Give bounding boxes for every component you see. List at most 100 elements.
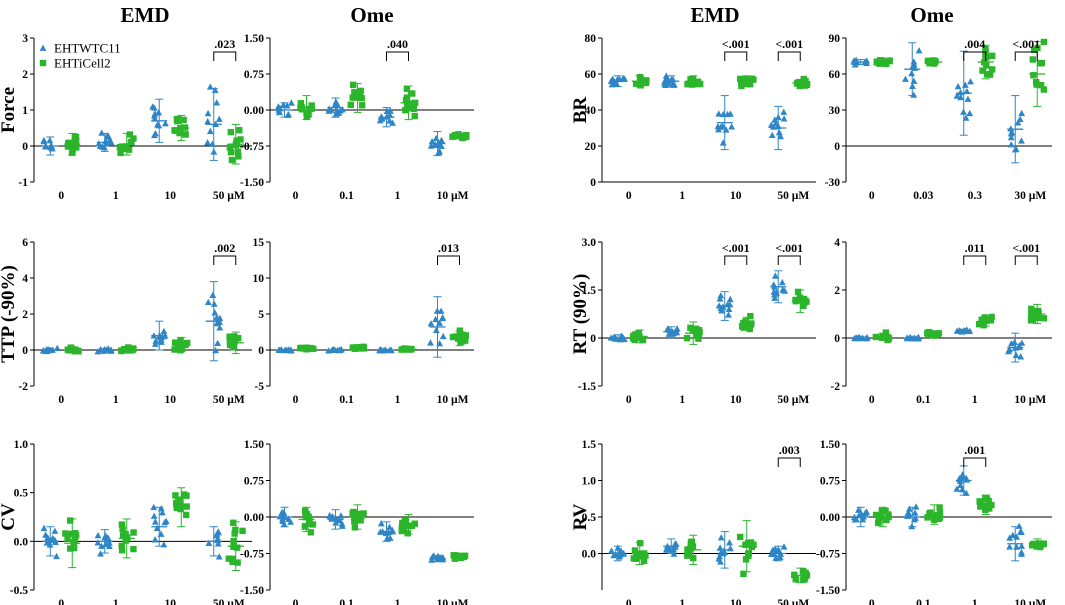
data-point-triangle — [771, 294, 779, 301]
data-point-triangle — [389, 119, 396, 126]
legend-label: EHTWTC11 — [54, 41, 121, 56]
data-point-triangle — [215, 115, 223, 122]
data-point-square — [306, 520, 313, 527]
data-point-triangle — [216, 314, 224, 321]
data-point-triangle — [910, 77, 918, 84]
data-point-square — [1036, 60, 1044, 67]
data-point-square — [975, 320, 983, 328]
data-point-triangle — [908, 69, 916, 77]
data-point-square — [463, 131, 470, 139]
data-point-triangle — [383, 534, 391, 541]
y-tick-label: 90 — [829, 33, 841, 45]
data-point-square — [924, 329, 931, 337]
data-point-square — [66, 517, 74, 524]
y-tick-label: 2 — [834, 285, 840, 297]
data-point-square — [457, 554, 465, 562]
data-point-triangle — [1015, 342, 1023, 349]
y-tick-label: 1.0 — [14, 439, 29, 451]
y-tick-label: 0 — [834, 141, 840, 153]
y-axis-label: TTP (-90%) — [0, 265, 19, 363]
data-point-square — [882, 329, 890, 336]
data-point-square — [350, 81, 357, 89]
y-tick-label: -1.5 — [578, 381, 596, 393]
data-point-square — [307, 529, 315, 536]
y-tick-label: 1.50 — [244, 439, 264, 451]
data-point-square — [935, 515, 943, 523]
data-point-triangle — [338, 522, 346, 529]
data-point-triangle — [53, 552, 60, 560]
data-point-square — [803, 81, 810, 89]
data-point-triangle — [274, 104, 282, 111]
data-point-square — [173, 116, 181, 123]
y-tick-label: -2 — [18, 381, 28, 393]
y-tick-label: -1 — [18, 177, 28, 189]
data-point-square — [402, 96, 410, 104]
data-point-triangle — [377, 520, 385, 527]
data-point-square — [877, 57, 884, 64]
x-category-label: 1 — [113, 394, 119, 406]
p-value-label: .003 — [779, 443, 800, 457]
data-point-square — [227, 128, 234, 136]
y-tick-label: 10 — [253, 273, 265, 285]
heading-right-emd: EMD — [691, 3, 740, 27]
data-point-square — [298, 106, 305, 113]
data-point-triangle — [716, 553, 723, 560]
data-point-triangle — [439, 332, 447, 340]
data-point-square — [983, 54, 990, 61]
data-point-triangle — [779, 286, 787, 293]
data-point-triangle — [152, 337, 160, 344]
data-point-square — [177, 337, 184, 344]
data-point-triangle — [778, 279, 786, 286]
y-tick-label: 5 — [258, 309, 264, 321]
data-point-triangle — [280, 509, 288, 516]
x-category-label: 0 — [869, 394, 875, 406]
data-point-square — [184, 339, 191, 347]
x-category-label: 1 — [972, 598, 978, 605]
data-point-triangle — [851, 61, 859, 68]
data-point-triangle — [780, 108, 788, 115]
data-point-triangle — [51, 527, 59, 534]
data-point-square — [118, 542, 125, 550]
data-point-triangle — [49, 534, 57, 542]
data-point-triangle — [287, 518, 294, 525]
data-point-triangle — [1018, 109, 1026, 117]
data-point-triangle — [717, 304, 725, 312]
data-point-square — [977, 503, 984, 510]
data-point-triangle — [780, 543, 788, 550]
data-point-square — [349, 510, 356, 517]
data-point-triangle — [155, 109, 163, 116]
data-point-square — [125, 146, 133, 153]
y-tick-label: 0 — [258, 345, 264, 357]
data-point-square — [688, 81, 696, 88]
data-point-triangle — [327, 106, 335, 113]
y-tick-label: -0.75 — [816, 549, 840, 561]
data-point-triangle — [1014, 119, 1022, 126]
y-tick-label: -1.50 — [240, 177, 264, 189]
data-point-triangle — [780, 115, 788, 122]
data-point-square — [688, 538, 696, 546]
data-point-square — [642, 79, 650, 87]
data-point-triangle — [329, 512, 336, 520]
significance-bracket — [724, 255, 748, 265]
data-point-triangle — [619, 74, 627, 81]
data-point-square — [799, 567, 807, 575]
data-point-triangle — [716, 295, 724, 302]
data-point-triangle — [428, 556, 436, 563]
data-point-triangle — [159, 333, 166, 340]
x-category-label: 0 — [626, 394, 632, 406]
y-tick-label: 3 — [22, 33, 28, 45]
data-point-square — [637, 82, 644, 89]
data-point-square — [183, 492, 190, 499]
data-point-triangle — [909, 62, 917, 69]
y-tick-label: 0.5 — [14, 488, 29, 500]
data-point-square — [403, 100, 411, 108]
y-tick-label: 2 — [22, 309, 28, 321]
y-tick-label: 2 — [22, 69, 28, 81]
data-point-triangle — [98, 542, 105, 549]
data-point-square — [126, 131, 134, 138]
data-point-square — [236, 127, 243, 134]
data-point-square — [403, 85, 411, 92]
data-point-triangle — [777, 132, 784, 140]
p-value-label: .040 — [387, 37, 408, 51]
